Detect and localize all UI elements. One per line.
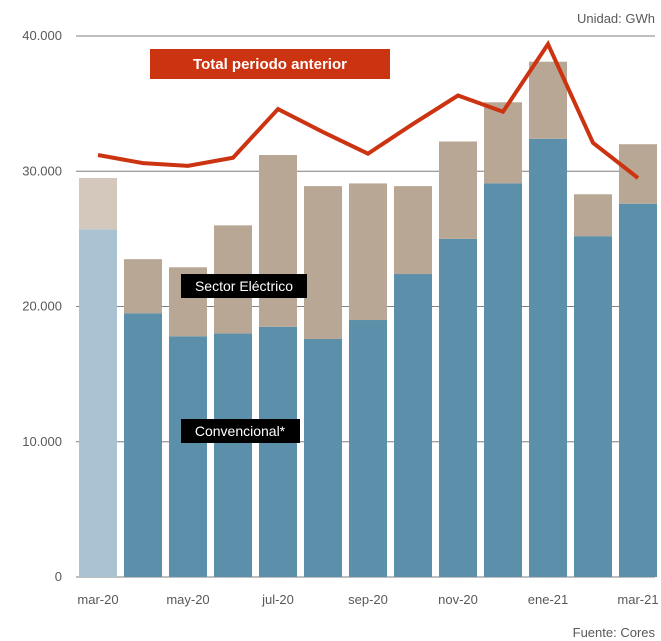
x-tick-label: sep-20 (348, 592, 388, 607)
bar-sector-electrico (394, 186, 432, 275)
bar-convencional (214, 333, 252, 577)
label-sector-electrico-text: Sector Eléctrico (195, 278, 293, 294)
y-tick-label: 30.000 (22, 163, 62, 178)
bar-sector-electrico (79, 178, 117, 230)
bar-sector-electrico (124, 259, 162, 314)
y-tick-label: 0 (55, 569, 62, 584)
bar-sector-electrico (439, 141, 477, 239)
axis-labels: 0 10.000 20.000 30.000 40.000 mar-20 may-20 jul… (22, 28, 658, 607)
x-tick-label: mar-20 (77, 592, 118, 607)
x-tick-label: may-20 (166, 592, 209, 607)
bar-convencional (484, 183, 522, 578)
source-note: Fuente: Cores (573, 625, 656, 640)
line-total-periodo-anterior (97, 40, 640, 180)
total-previous-line (97, 40, 640, 180)
legend-total-previous-text: Total periodo anterior (193, 56, 347, 73)
label-convencional-box (181, 419, 300, 443)
y-tick-label: 40.000 (22, 28, 62, 43)
bar-sector-electrico (484, 102, 522, 184)
bar-convencional (79, 229, 117, 577)
bar-convencional (439, 238, 477, 577)
x-tick-label: mar-21 (617, 592, 658, 607)
label-sector-electrico-box (181, 274, 307, 298)
bar-sector-electrico (259, 155, 297, 327)
bars (79, 61, 657, 578)
bar-sector-electrico (619, 144, 657, 204)
bar-convencional (259, 326, 297, 577)
bar-convencional (304, 338, 342, 577)
x-tick-label: nov-20 (438, 592, 478, 607)
bar-convencional (619, 203, 657, 577)
bar-convencional (124, 313, 162, 577)
bar-sector-electrico (304, 186, 342, 339)
label-convencional: Convencional* (181, 419, 300, 443)
x-tick-label: jul-20 (261, 592, 294, 607)
bar-convencional (349, 320, 387, 577)
bar-convencional (574, 236, 612, 578)
bar-convencional (169, 336, 207, 577)
legend-total-previous-box (150, 49, 390, 79)
x-tick-label: ene-21 (528, 592, 568, 607)
unit-note: Unidad: GWh (577, 11, 655, 26)
legend-total-previous: Total periodo anterior (150, 49, 390, 79)
bar-sector-electrico (574, 194, 612, 237)
y-tick-label: 20.000 (22, 299, 62, 314)
label-sector-electrico: Sector Eléctrico (181, 274, 307, 298)
bar-sector-electrico (349, 183, 387, 321)
bar-convencional (394, 274, 432, 577)
label-convencional-text: Convencional* (195, 423, 286, 439)
bar-convencional (529, 138, 567, 578)
y-tick-label: 10.000 (22, 434, 62, 449)
